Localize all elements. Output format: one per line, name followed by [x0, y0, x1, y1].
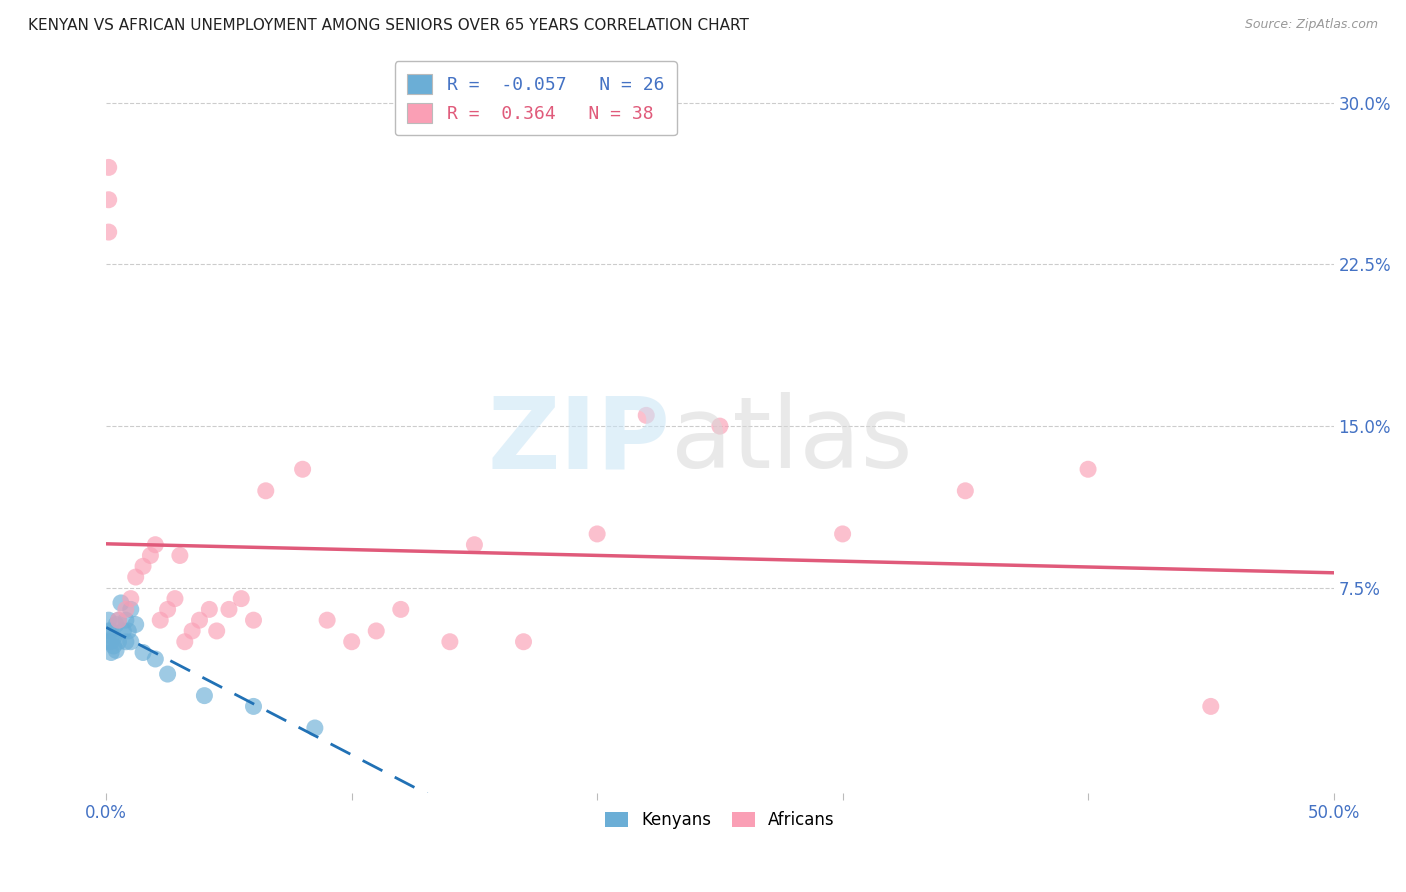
- Point: [366, 624, 388, 638]
- Text: atlas: atlas: [671, 392, 912, 490]
- Text: Source: ZipAtlas.com: Source: ZipAtlas.com: [1244, 18, 1378, 31]
- Point: [205, 624, 228, 638]
- Point: [188, 613, 211, 627]
- Point: [242, 699, 264, 714]
- Point: [316, 613, 339, 627]
- Point: [97, 613, 120, 627]
- Point: [97, 193, 120, 207]
- Point: [107, 613, 129, 627]
- Point: [231, 591, 253, 606]
- Point: [254, 483, 277, 498]
- Point: [97, 634, 120, 648]
- Point: [149, 613, 172, 627]
- Point: [115, 634, 138, 648]
- Point: [291, 462, 314, 476]
- Point: [97, 225, 120, 239]
- Point: [120, 602, 142, 616]
- Point: [120, 634, 142, 648]
- Point: [100, 624, 122, 638]
- Point: [97, 624, 120, 638]
- Point: [1199, 699, 1222, 714]
- Point: [636, 409, 658, 423]
- Point: [955, 483, 977, 498]
- Point: [132, 559, 155, 574]
- Point: [105, 617, 128, 632]
- Point: [115, 613, 138, 627]
- Text: KENYAN VS AFRICAN UNEMPLOYMENT AMONG SENIORS OVER 65 YEARS CORRELATION CHART: KENYAN VS AFRICAN UNEMPLOYMENT AMONG SEN…: [28, 18, 749, 33]
- Point: [439, 634, 461, 648]
- Point: [107, 634, 129, 648]
- Point: [156, 667, 179, 681]
- Point: [389, 602, 412, 616]
- Point: [831, 527, 853, 541]
- Point: [169, 549, 191, 563]
- Point: [198, 602, 221, 616]
- Point: [103, 631, 125, 645]
- Point: [139, 549, 162, 563]
- Point: [163, 591, 186, 606]
- Point: [156, 602, 179, 616]
- Point: [709, 419, 731, 434]
- Point: [110, 596, 132, 610]
- Point: [100, 646, 122, 660]
- Point: [193, 689, 215, 703]
- Point: [181, 624, 204, 638]
- Point: [120, 591, 142, 606]
- Point: [242, 613, 264, 627]
- Point: [173, 634, 195, 648]
- Text: ZIP: ZIP: [488, 392, 671, 490]
- Point: [143, 652, 166, 666]
- Point: [512, 634, 534, 648]
- Point: [103, 639, 125, 653]
- Point: [107, 613, 129, 627]
- Point: [132, 646, 155, 660]
- Point: [586, 527, 609, 541]
- Point: [105, 643, 128, 657]
- Point: [340, 634, 363, 648]
- Point: [112, 624, 135, 638]
- Point: [218, 602, 240, 616]
- Point: [100, 634, 122, 648]
- Point: [125, 617, 148, 632]
- Point: [463, 538, 485, 552]
- Point: [304, 721, 326, 735]
- Point: [1077, 462, 1099, 476]
- Point: [125, 570, 148, 584]
- Point: [117, 624, 139, 638]
- Point: [97, 161, 120, 175]
- Point: [115, 602, 138, 616]
- Legend: Kenyans, Africans: Kenyans, Africans: [598, 805, 842, 836]
- Point: [143, 538, 166, 552]
